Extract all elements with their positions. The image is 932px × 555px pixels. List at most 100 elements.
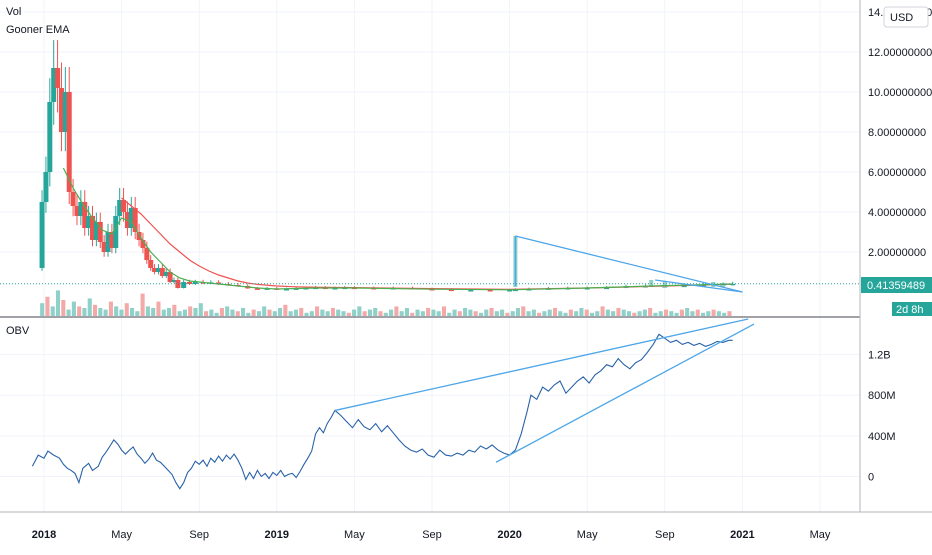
obv-trendline bbox=[495, 323, 755, 463]
volume-bar bbox=[700, 312, 706, 316]
volume-bar bbox=[611, 311, 616, 316]
volume-bar bbox=[505, 312, 510, 316]
obv-tick-label: 400M bbox=[868, 431, 896, 443]
legend-vol[interactable]: Vol bbox=[6, 6, 22, 18]
volume-bar bbox=[589, 312, 595, 316]
volume-bar bbox=[315, 306, 320, 316]
volume-bar bbox=[204, 311, 209, 316]
candle-body bbox=[97, 222, 103, 242]
volume-bar bbox=[537, 312, 542, 316]
time-tick-label: May bbox=[810, 529, 831, 541]
volume-bar bbox=[77, 306, 82, 316]
volume-bar bbox=[309, 311, 314, 316]
grid-lines bbox=[0, 0, 860, 512]
candle-body bbox=[332, 288, 338, 290]
spike-candle bbox=[662, 281, 667, 287]
volume-bar bbox=[404, 308, 410, 316]
volume-bar bbox=[415, 309, 420, 316]
last-price-tag bbox=[861, 277, 932, 293]
volume-bar bbox=[653, 312, 658, 316]
volume-bar bbox=[373, 308, 378, 316]
candle-body bbox=[128, 208, 134, 228]
volume-bar bbox=[304, 312, 309, 316]
price-tick-label: 10.00000000 bbox=[868, 87, 932, 99]
volume-bars bbox=[40, 290, 732, 316]
candle-body bbox=[701, 285, 707, 287]
volume-bar bbox=[389, 309, 394, 316]
candle-body bbox=[584, 288, 590, 290]
volume-bar bbox=[669, 311, 674, 316]
volume-bar bbox=[632, 312, 637, 316]
candle-body bbox=[55, 68, 61, 88]
candle-body bbox=[90, 216, 95, 240]
time-tick-label: 2020 bbox=[497, 529, 521, 541]
legend-obv[interactable]: OBV bbox=[6, 325, 30, 337]
volume-bar bbox=[272, 311, 277, 316]
candle-body bbox=[105, 232, 111, 252]
volume-bar bbox=[431, 309, 436, 316]
volume-bar bbox=[420, 311, 425, 316]
obv-tick-label: 1.2B bbox=[868, 350, 891, 362]
candle-body bbox=[487, 290, 493, 292]
volume-bar bbox=[129, 308, 135, 316]
volume-bar bbox=[55, 290, 61, 316]
candle-body bbox=[187, 282, 192, 284]
volume-bar bbox=[182, 309, 187, 316]
volume-bar bbox=[457, 311, 462, 316]
volume-bar bbox=[145, 306, 150, 316]
volume-bar bbox=[103, 309, 108, 316]
volume-bar bbox=[637, 311, 642, 316]
currency-button[interactable] bbox=[883, 6, 929, 28]
candle-body bbox=[468, 290, 474, 292]
candle-body bbox=[43, 172, 49, 202]
volume-bar bbox=[330, 308, 335, 316]
volume-bar bbox=[193, 308, 198, 316]
obv-series bbox=[31, 333, 733, 490]
countdown-tag bbox=[892, 302, 932, 316]
volume-bar bbox=[426, 308, 431, 316]
volume-bar bbox=[642, 309, 647, 316]
time-tick-label: May bbox=[577, 529, 598, 541]
volume-bar bbox=[124, 303, 129, 316]
time-tick-label: 2018 bbox=[32, 529, 56, 541]
candle-body bbox=[86, 216, 92, 228]
volume-bar bbox=[167, 308, 172, 316]
trendlines[interactable] bbox=[334, 235, 755, 463]
time-tick-label: May bbox=[344, 529, 365, 541]
volume-bar bbox=[648, 308, 653, 316]
volume-bar bbox=[447, 312, 452, 316]
time-axis[interactable]: 2018 May Sep 2019 May Sep 2020 May Sep 2021 May bbox=[32, 529, 831, 541]
candle-body bbox=[70, 192, 76, 206]
volume-bar bbox=[288, 311, 293, 316]
volume-bar bbox=[119, 309, 124, 316]
volume-bar bbox=[452, 309, 457, 316]
candle-body bbox=[47, 102, 53, 172]
legend-ema[interactable]: Gooner EMA bbox=[6, 24, 70, 36]
volume-bar bbox=[695, 309, 700, 316]
volume-bar bbox=[336, 309, 341, 316]
volume-bar bbox=[595, 311, 600, 316]
volume-bar bbox=[626, 311, 632, 316]
volume-bar bbox=[188, 306, 193, 316]
obv-trendline bbox=[334, 318, 749, 412]
volume-bar bbox=[722, 312, 727, 316]
volume-bar bbox=[605, 309, 610, 316]
time-tick-label: Sep bbox=[189, 529, 209, 541]
volume-bar bbox=[367, 309, 372, 316]
obv-axis[interactable]: 1.2B 800M 400M 0 bbox=[868, 350, 896, 484]
volume-bar bbox=[685, 308, 690, 316]
time-tick-label: Sep bbox=[422, 529, 442, 541]
candle-body bbox=[39, 202, 45, 268]
candle-body bbox=[82, 202, 88, 228]
candle-body bbox=[93, 222, 99, 240]
volume-bar bbox=[679, 309, 684, 316]
volume-bar bbox=[378, 311, 383, 316]
volume-bar bbox=[473, 311, 478, 316]
candle-body bbox=[171, 280, 177, 282]
candle-body bbox=[264, 288, 270, 290]
price-axis[interactable]: 14.0000000012.0000000010.000000008.00000… bbox=[868, 7, 932, 259]
volume-bar bbox=[478, 312, 484, 316]
price-tick-label: 6.00000000 bbox=[868, 167, 926, 179]
candle-body bbox=[62, 92, 68, 132]
